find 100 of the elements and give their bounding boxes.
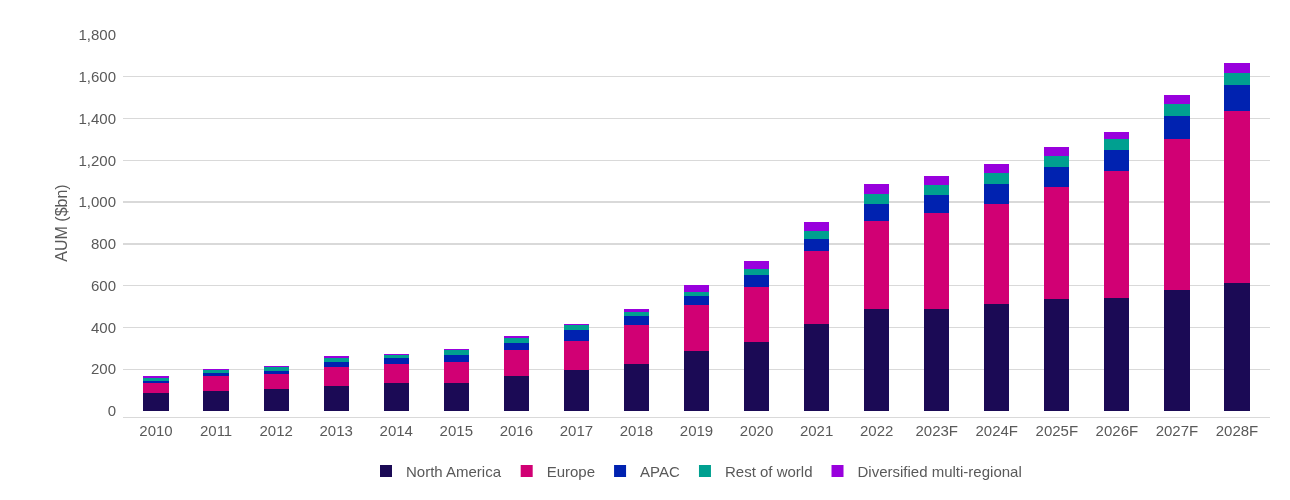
bar [743, 274, 770, 287]
bar [924, 176, 950, 186]
bar [263, 373, 289, 389]
bar [743, 260, 770, 269]
bar [623, 308, 650, 312]
bar [683, 351, 710, 411]
legend-label: Europe [546, 462, 596, 480]
bar [383, 382, 409, 411]
bar [503, 337, 529, 343]
bar [1044, 146, 1070, 156]
y-tick-label: 1,600 [78, 68, 116, 86]
bar [503, 342, 529, 350]
bar [503, 349, 529, 377]
y-tick-label: 1,200 [78, 151, 116, 169]
bar [1044, 299, 1070, 411]
x-tick-label: 2014 [379, 422, 413, 440]
bar [1104, 149, 1130, 172]
bar [323, 367, 349, 386]
bar [563, 340, 590, 371]
x-tick-label: 2013 [319, 422, 353, 440]
y-tick-label: 600 [90, 276, 116, 294]
bar [1104, 131, 1130, 140]
legend-label: APAC [640, 462, 680, 480]
bar [864, 194, 890, 204]
bar [203, 376, 229, 391]
x-tick-label: 2023F [915, 422, 958, 440]
bar [984, 173, 1010, 184]
bar [623, 364, 650, 411]
bar [864, 203, 890, 221]
bar [924, 194, 950, 214]
bar [984, 303, 1010, 411]
x-tick-label: 2027F [1155, 422, 1199, 440]
x-tick-label: 2018 [619, 422, 654, 440]
bar [323, 362, 349, 368]
bar [443, 350, 469, 355]
y-tick-label: 1,800 [78, 26, 116, 44]
bar [623, 316, 650, 326]
bar [683, 305, 710, 352]
legend-label: North America [406, 462, 502, 480]
bar [1224, 73, 1250, 86]
x-tick-label: 2025F [1035, 422, 1079, 440]
bar [803, 239, 830, 252]
bar [203, 372, 229, 377]
x-tick-label: 2011 [199, 422, 233, 440]
y-axis-title: AUM ($bn) [53, 184, 71, 262]
bar [263, 388, 289, 411]
bar [1044, 155, 1070, 167]
bar [1044, 187, 1070, 300]
bar [443, 382, 469, 411]
bar [803, 231, 830, 240]
x-tick-label: 2022 [859, 422, 894, 440]
bar [984, 163, 1010, 174]
x-tick-label: 2017 [559, 422, 594, 440]
bar [864, 183, 890, 195]
x-tick-label: 2021 [799, 422, 834, 440]
bar [743, 286, 770, 343]
y-tick-label: 200 [90, 360, 116, 378]
x-tick-label: 2019 [679, 422, 714, 440]
bar [623, 325, 650, 364]
bar [743, 268, 770, 275]
bar [803, 323, 830, 411]
bar [503, 376, 529, 411]
bar [1044, 166, 1070, 188]
y-tick-label: 1,400 [78, 109, 116, 127]
bar [683, 296, 710, 306]
bar [924, 185, 950, 195]
bar [1104, 297, 1130, 411]
bar [924, 213, 950, 309]
bar [1164, 290, 1190, 411]
bar [1164, 103, 1190, 116]
bar [1224, 63, 1250, 74]
bar [1164, 139, 1190, 291]
bar [1224, 282, 1250, 411]
bar [263, 371, 289, 374]
y-tick-label: 0 [107, 402, 116, 420]
bar [683, 285, 710, 292]
x-tick-label: 2020 [739, 422, 774, 440]
bar [443, 354, 469, 363]
bar [1224, 111, 1250, 283]
bar [383, 364, 409, 383]
bar [143, 393, 169, 411]
bar [924, 308, 950, 411]
y-tick-label: 400 [90, 318, 116, 336]
bar [984, 183, 1010, 204]
legend-label: Rest of world [724, 462, 813, 480]
y-tick-label: 800 [90, 235, 116, 253]
x-tick-label: 2024F [975, 422, 1019, 440]
legend-label: Diversified multi-regional [857, 462, 1022, 480]
bar [263, 367, 289, 372]
bar [803, 222, 830, 232]
bar [803, 251, 830, 324]
x-tick-label: 2028F [1215, 422, 1259, 440]
bar [563, 325, 590, 330]
bar [743, 342, 770, 411]
y-tick-label: 1,000 [78, 193, 116, 211]
bar [143, 382, 169, 394]
bar [864, 220, 890, 309]
bar [203, 390, 229, 411]
bar [864, 308, 890, 411]
bar [1164, 115, 1190, 140]
